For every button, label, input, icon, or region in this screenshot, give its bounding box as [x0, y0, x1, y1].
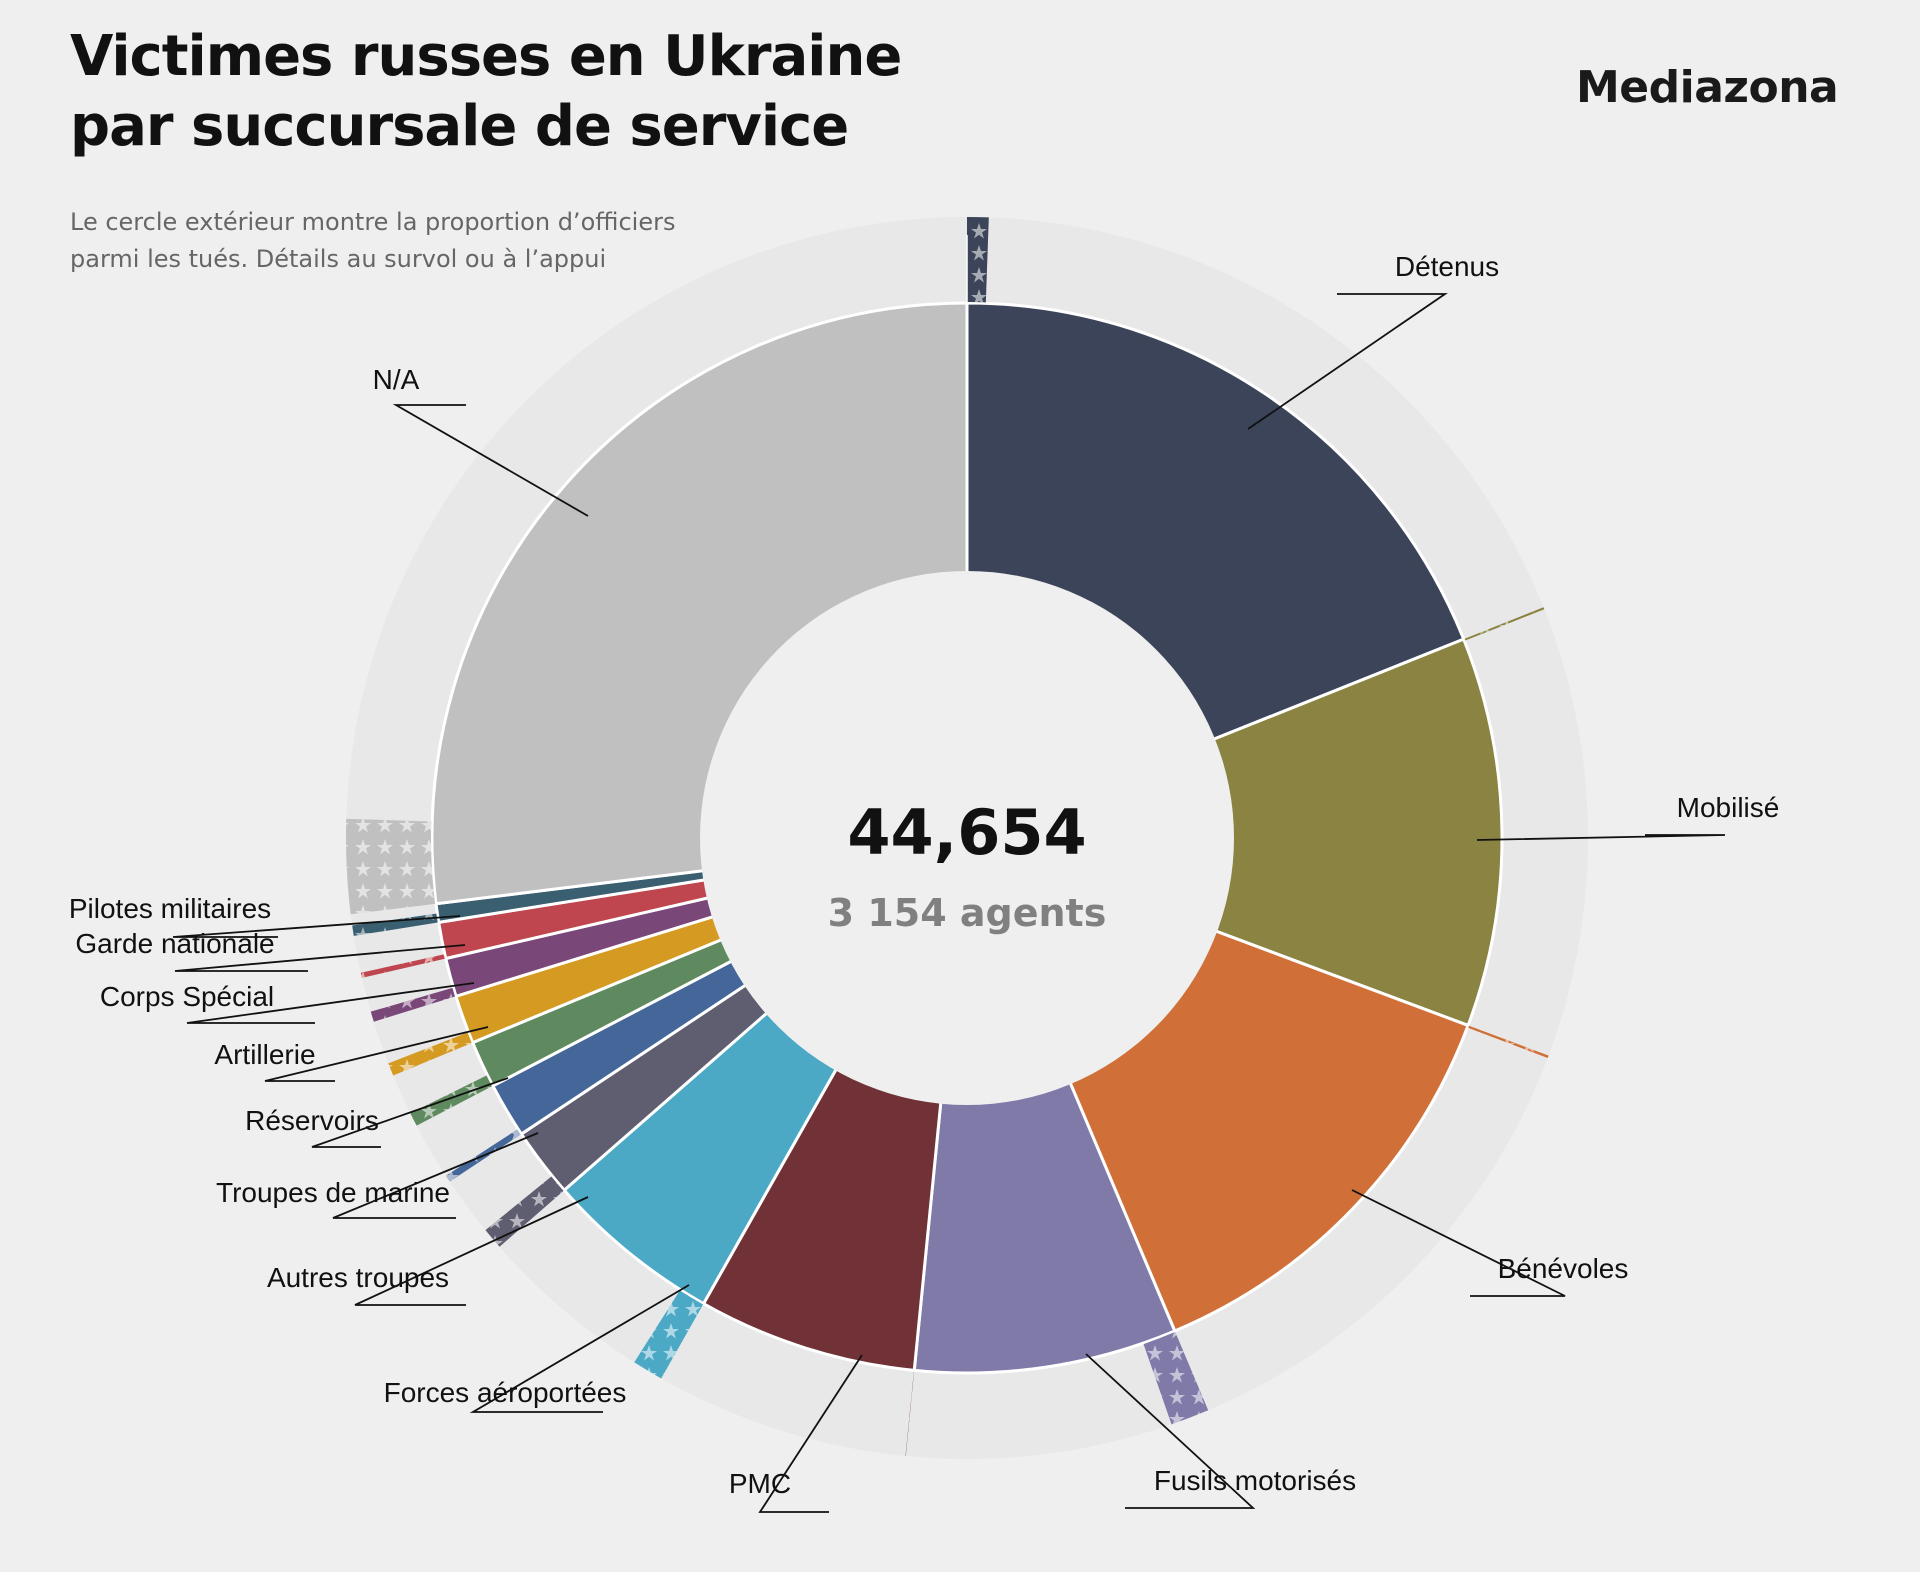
total-count: 44,654 — [847, 796, 1086, 869]
leader-line-forces-aeroportees — [469, 1284, 690, 1413]
label-text-troupes-de-marine: Troupes de marine — [216, 1177, 450, 1208]
officer-arc-mobilise[interactable] — [1464, 607, 1545, 641]
label-fusils-motorises: Fusils motorisés — [1085, 1353, 1356, 1509]
label-text-corps-special: Corps Spécial — [100, 981, 274, 1012]
label-reservoirs: Réservoirs — [245, 1077, 509, 1148]
inner-ring — [430, 301, 1504, 1375]
officer-arc-benevoles[interactable] — [1468, 1025, 1549, 1059]
label-text-benevoles: Bénévoles — [1498, 1253, 1629, 1284]
leader-line-autres-troupes — [354, 1196, 589, 1306]
leader-line-reservoirs — [311, 1077, 509, 1148]
label-text-detenus: Détenus — [1395, 251, 1499, 282]
label-text-garde-nationale: Garde nationale — [75, 928, 274, 959]
label-mobilise: Mobilisé — [1476, 792, 1780, 841]
label-text-fusils-motorises: Fusils motorisés — [1154, 1465, 1356, 1496]
officer-arc-garde-nationale[interactable] — [360, 954, 445, 978]
label-text-autres-troupes: Autres troupes — [267, 1262, 449, 1293]
officer-arc-detenus[interactable] — [967, 217, 989, 303]
officer-arc-n-a[interactable] — [346, 818, 436, 915]
chart-subtitle-line-2: parmi les tués. Détails au survol ou à l… — [70, 245, 607, 273]
label-artillerie: Artillerie — [214, 1026, 489, 1082]
officer-arc-corps-special[interactable] — [370, 987, 455, 1022]
label-text-pilotes-militaires: Pilotes militaires — [69, 893, 271, 924]
chart-title-line-1: Victimes russes en Ukraine — [70, 24, 902, 89]
leader-line-fusils-motorises — [1085, 1353, 1256, 1509]
brand-logo: Mediazona — [1576, 62, 1839, 113]
leader-line-troupes-de-marine — [332, 1132, 539, 1219]
label-detenus: Détenus — [1247, 251, 1499, 430]
label-text-pmc: PMC — [729, 1468, 791, 1499]
label-troupes-de-marine: Troupes de marine — [216, 1132, 539, 1219]
label-autres-troupes: Autres troupes — [267, 1196, 589, 1306]
officer-arc-reservoirs[interactable] — [410, 1075, 492, 1126]
outer-officer-ring — [346, 217, 1549, 1456]
label-pilotes-militaires: Pilotes militaires — [69, 893, 461, 938]
leader-line-mobilise — [1476, 834, 1726, 841]
leader-line-corps-special — [186, 982, 475, 1024]
chart-subtitle-line-1: Le cercle extérieur montre la proportion… — [70, 208, 676, 236]
label-forces-aeroportees: Forces aéroportées — [384, 1284, 690, 1413]
chart-subtitle: Le cercle extérieur montre la proportion… — [70, 204, 790, 278]
chart-title-line-2: par succursale de service — [70, 94, 849, 159]
officers-count: 3 154 agents — [828, 891, 1107, 935]
label-n-a: N/A — [373, 364, 589, 517]
center-hole — [700, 571, 1234, 1105]
leader-line-artillerie — [264, 1026, 489, 1082]
leader-line-garde-nationale — [174, 944, 466, 972]
leader-line-pmc — [758, 1354, 863, 1513]
label-benevoles: Bénévoles — [1351, 1189, 1629, 1297]
label-text-reservoirs: Réservoirs — [245, 1105, 379, 1136]
label-pmc: PMC — [729, 1354, 863, 1513]
label-text-forces-aeroportees: Forces aéroportées — [384, 1377, 627, 1408]
leader-line-pilotes-militaires — [172, 915, 461, 938]
chart-title: Victimes russes en Ukraine par succursal… — [70, 22, 902, 162]
label-text-n-a: N/A — [373, 364, 420, 395]
officer-arc-forces-aeroportees[interactable] — [634, 1290, 704, 1379]
officer-arc-artillerie[interactable] — [388, 1032, 472, 1076]
officer-arc-autres-troupes[interactable] — [485, 1176, 564, 1247]
officer-arc-fusils-motorises[interactable] — [1143, 1331, 1209, 1425]
label-text-artillerie: Artillerie — [214, 1039, 315, 1070]
leader-line-detenus — [1247, 293, 1448, 430]
leader-line-n-a — [392, 404, 589, 517]
officer-arc-pmc[interactable] — [905, 1371, 915, 1456]
label-corps-special: Corps Spécial — [100, 981, 475, 1024]
label-garde-nationale: Garde nationale — [75, 928, 466, 972]
leader-line-benevoles — [1351, 1189, 1566, 1297]
slice-labels: Détenus Mobilisé Bénévoles Fusils motorisés… — [69, 251, 1780, 1513]
label-text-mobilise: Mobilisé — [1677, 792, 1780, 823]
